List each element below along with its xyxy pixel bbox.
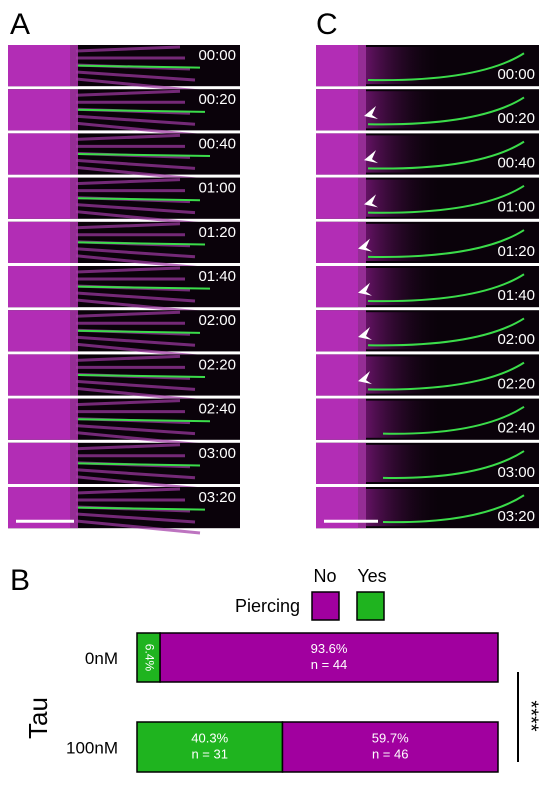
value-label: 40.3% [191, 730, 228, 745]
timestamp: 01:00 [198, 180, 236, 197]
membrane [316, 399, 358, 440]
panel-label: B [10, 564, 30, 597]
timestamp: 02:20 [198, 356, 236, 373]
legend-label: Yes [357, 566, 386, 586]
membrane [8, 310, 70, 351]
membrane-edge [358, 443, 366, 484]
y-axis-label: Tau [23, 697, 53, 739]
membrane [8, 222, 70, 263]
panel-label: A [10, 8, 30, 41]
timestamp: 00:00 [497, 66, 535, 83]
membrane [316, 89, 358, 130]
membrane-edge [358, 133, 366, 174]
timestamp: 02:00 [198, 312, 236, 329]
membrane-edge [358, 310, 366, 351]
legend-swatch [357, 592, 384, 620]
membrane [8, 45, 70, 86]
membrane [316, 266, 358, 307]
legend-label: No [313, 566, 336, 586]
timestamp: 00:00 [198, 47, 236, 64]
membrane [8, 443, 70, 484]
membrane [316, 354, 358, 395]
panel-label: C [316, 8, 338, 41]
timestamp: 02:20 [497, 375, 535, 392]
timestamp: 00:20 [198, 91, 236, 108]
membrane [8, 178, 70, 219]
count-label: n = 44 [311, 657, 348, 672]
membrane [316, 133, 358, 174]
membrane-edge [358, 354, 366, 395]
figure: A C B 00:00 00:20 00:40 01:00 01:20 01:40 02:0… [0, 0, 539, 797]
membrane-edge [358, 399, 366, 440]
membrane [316, 310, 358, 351]
membrane-edge [358, 266, 366, 307]
timestamp: 01:20 [198, 224, 236, 241]
membrane-edge [358, 89, 366, 130]
membrane-edge [358, 222, 366, 263]
timestamp: 01:00 [497, 199, 535, 216]
timestamp: 01:40 [198, 268, 236, 285]
timestamp: 01:20 [497, 243, 535, 260]
significance-label: **** [520, 700, 539, 731]
bar-chart: Piercing No Yes 0nM 6.4% 93.6%n = 44 100nM 40.3… [23, 566, 539, 772]
value-label: 93.6% [311, 641, 348, 656]
legend-swatch [312, 592, 339, 620]
membrane [316, 222, 358, 263]
timestamp: 02:40 [198, 401, 236, 418]
count-label: n = 46 [372, 746, 409, 761]
membrane [8, 354, 70, 395]
timestamp: 01:40 [497, 287, 535, 304]
y-tick-label: 0nM [85, 649, 118, 668]
y-tick-label: 100nM [66, 738, 118, 757]
membrane [8, 399, 70, 440]
membrane [316, 45, 358, 86]
legend-title: Piercing [235, 596, 300, 616]
membrane [8, 133, 70, 174]
membrane [8, 89, 70, 130]
membrane-edge [358, 178, 366, 219]
membrane [316, 178, 358, 219]
membrane [316, 443, 358, 484]
value-label: 59.7% [372, 730, 409, 745]
membrane-edge [358, 45, 366, 86]
timestamp: 03:20 [198, 489, 236, 506]
timestamp: 03:20 [497, 508, 535, 525]
timestamp: 02:00 [497, 331, 535, 348]
timestamp: 00:40 [497, 154, 535, 171]
count-label: n = 31 [191, 746, 228, 761]
value-label: 6.4% [142, 644, 156, 672]
microscopy-panels: 00:00 00:20 00:40 01:00 01:20 01:40 02:00 02:20… [8, 45, 539, 533]
timestamp: 03:00 [497, 464, 535, 481]
timestamp: 00:20 [497, 110, 535, 127]
timestamp: 00:40 [198, 135, 236, 152]
timestamp: 02:40 [497, 420, 535, 437]
timestamp: 03:00 [198, 445, 236, 462]
membrane [8, 266, 70, 307]
